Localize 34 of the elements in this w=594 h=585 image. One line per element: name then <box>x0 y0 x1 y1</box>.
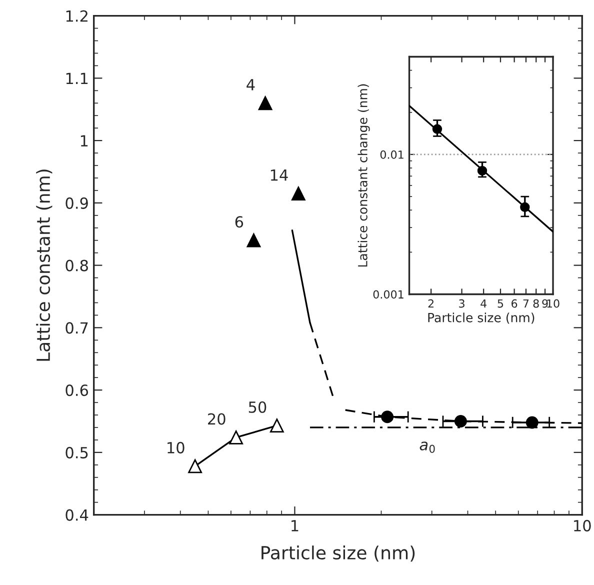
y-tick-label: 0.4 <box>66 509 88 521</box>
y-tick-label: 0.9 <box>66 197 88 209</box>
point <box>477 166 488 176</box>
annotation: 14 <box>270 170 288 181</box>
x-tick-label: 10 <box>547 299 560 308</box>
y-tick-label: 0.6 <box>66 384 88 396</box>
x-tick-label: 7 <box>523 299 529 308</box>
y-tick-label: 0.7 <box>66 322 88 334</box>
y-axis-title: Lattice constant (nm) <box>36 170 52 361</box>
annotation: a$_{0}$ <box>420 442 435 453</box>
y-tick-label: 0.001 <box>373 290 404 299</box>
x-tick-label: 3 <box>459 299 464 308</box>
x-axis-title: Particle size (nm) <box>428 312 534 324</box>
x-tick-label: 2 <box>428 299 434 308</box>
annotation: 50 <box>248 401 266 413</box>
point <box>520 202 530 212</box>
y-tick-label: 1.2 <box>66 10 88 22</box>
y-tick-label: 0.8 <box>66 260 88 272</box>
point <box>432 124 442 134</box>
x-tick-label: 4 <box>480 299 486 308</box>
y-tick-label: 1 <box>80 135 88 146</box>
annotation: 4 <box>246 79 255 90</box>
y-tick-label: 0.5 <box>66 446 88 458</box>
x-tick-label: 8 <box>533 299 539 308</box>
x-axis-title: Particle size (nm) <box>262 546 415 562</box>
annotation: 20 <box>208 413 226 425</box>
y-tick-label: 1.1 <box>66 72 88 84</box>
annotation: 10 <box>168 442 184 454</box>
y-tick-label: 0.01 <box>380 150 404 159</box>
annotation: 6 <box>235 216 244 228</box>
y-axis-title: Lattice constant change (nm) <box>358 84 370 267</box>
x-tick-label: 9 <box>542 299 548 308</box>
x-tick-label: 5 <box>498 299 504 308</box>
x-tick-label: 6 <box>512 299 518 308</box>
